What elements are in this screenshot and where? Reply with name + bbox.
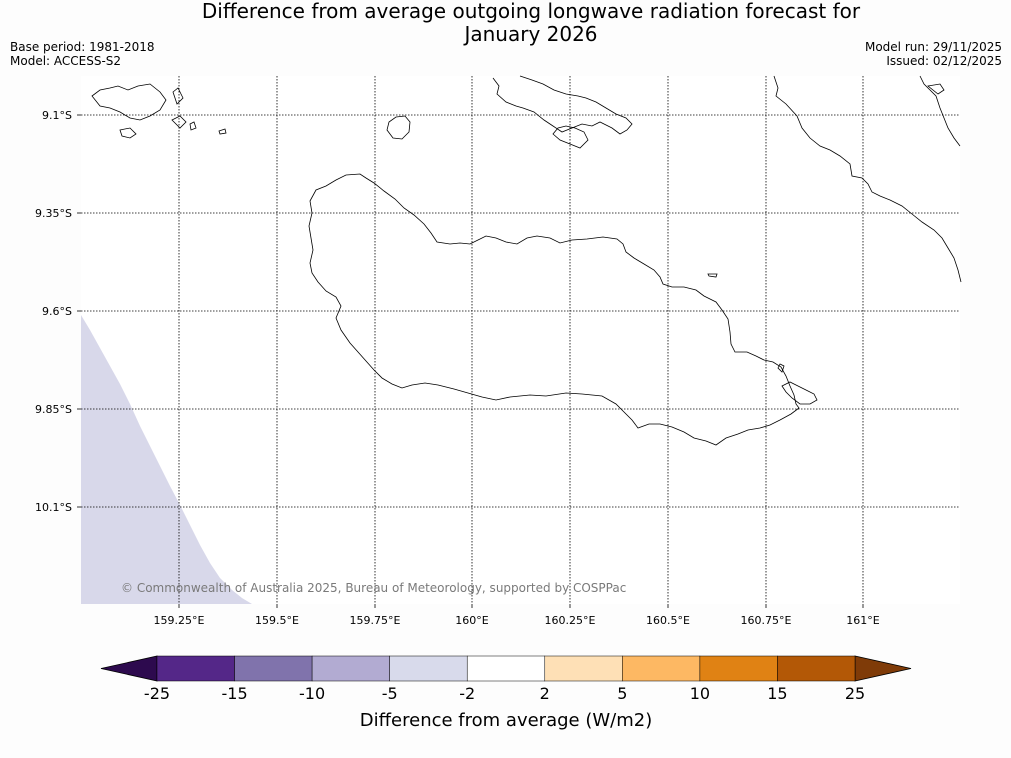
colorbar-tick-label: -15 xyxy=(221,684,247,703)
colorbar-segment xyxy=(699,655,778,682)
lon-ticks: 159.25°E 159.5°E 159.75°E 160°E 160.25°E 160.… xyxy=(154,604,880,627)
island-marau-detail xyxy=(781,381,818,405)
lat-tick-label: 10.1°S xyxy=(35,501,72,514)
colorbar-over-arrow xyxy=(854,655,912,682)
island-guadalcanal xyxy=(308,173,800,446)
island-russell-group xyxy=(91,83,167,121)
colorbar-segment xyxy=(234,655,313,682)
colorbar-segment xyxy=(466,655,546,682)
island-ngella-detail xyxy=(552,125,589,149)
lon-tick-label: 159.5°E xyxy=(255,614,299,627)
island-russell-north xyxy=(172,87,184,105)
colorbar-tick-label: 15 xyxy=(767,684,787,703)
issued-text: Issued: 02/12/2025 xyxy=(886,54,1002,68)
colorbar-tick-label: 25 xyxy=(845,684,865,703)
colorbar-segments xyxy=(156,655,856,682)
lon-tick-label: 161°E xyxy=(846,614,879,627)
lon-tick-label: 159.75°E xyxy=(350,614,401,627)
chart-title-line-2: January 2026 xyxy=(464,22,598,46)
gridlines xyxy=(81,76,960,604)
model-run-text: Model run: 29/11/2025 xyxy=(864,40,1002,54)
colorbar-tick-label: -10 xyxy=(299,684,325,703)
island-malaita-north-2 xyxy=(927,83,945,95)
lon-tick-label: 160.25°E xyxy=(545,614,596,627)
chart-title-line-1: Difference from average outgoing longwav… xyxy=(201,0,861,23)
colorbar-segment xyxy=(156,655,235,682)
island-russell-small-2 xyxy=(171,115,187,129)
copyright-text: © Commonwealth of Australia 2025, Bureau… xyxy=(121,581,626,595)
base-period-text: Base period: 1981-2018 xyxy=(10,40,155,54)
island-malaita-north xyxy=(919,75,961,147)
colorbar-tick-label: 10 xyxy=(690,684,710,703)
lat-tick-label: 9.35°S xyxy=(35,207,72,220)
colorbar-segment xyxy=(622,655,701,682)
colorbar-label: Difference from average (W/m2) xyxy=(360,710,652,731)
lat-tick-label: 9.85°S xyxy=(35,403,72,416)
island-russell-small-4 xyxy=(218,128,227,135)
colorbar-segment xyxy=(389,655,468,682)
colorbar-tick-label: -25 xyxy=(144,684,170,703)
island-marau-small xyxy=(777,363,785,373)
lat-tick-label: 9.6°S xyxy=(42,305,72,318)
colorbar-segment xyxy=(311,655,390,682)
lon-tick-label: 160°E xyxy=(455,614,488,627)
island-russell-small-3 xyxy=(189,121,197,131)
colorbar-under-arrow xyxy=(100,655,158,682)
chart-title: Difference from average outgoing longwav… xyxy=(130,0,932,46)
colorbar-tick-label: -5 xyxy=(382,684,398,703)
colorbar-tick-label: 5 xyxy=(617,684,627,703)
anomaly-region xyxy=(81,315,252,604)
island-malaita-coast xyxy=(773,75,962,283)
meta-right: Model run: 29/11/2025 Issued: 02/12/2025 xyxy=(865,40,1002,68)
colorbar-segment xyxy=(544,655,623,682)
map-panel: 9.1°S9.35°S9.6°S9.85°S10.1°S 159.25°E 159… xyxy=(35,75,962,627)
lon-tick-label: 159.25°E xyxy=(154,614,205,627)
island-savo xyxy=(386,115,411,140)
map-background xyxy=(81,76,960,604)
colorbar-tick-label: -2 xyxy=(459,684,475,703)
model-text: Model: ACCESS-S2 xyxy=(10,54,122,68)
island-ngella-east xyxy=(492,75,633,135)
meta-left: Base period: 1981-2018 Model: ACCESS-S2 xyxy=(10,40,155,68)
lon-tick-label: 160.5°E xyxy=(646,614,690,627)
lon-tick-label: 160.75°E xyxy=(741,614,792,627)
lat-tick-label: 9.1°S xyxy=(42,109,72,122)
island-russell-small xyxy=(119,127,137,139)
colorbar-ticks: -25 -15 -10 -5 -2 2 5 10 15 25 xyxy=(144,684,865,703)
colorbar-tick-label: 2 xyxy=(540,684,550,703)
colorbar: -25 -15 -10 -5 -2 2 5 10 15 25 Difference from av… xyxy=(100,655,912,731)
lat-ticks: 9.1°S 9.35°S 9.6°S 9.85°S 10.1°S xyxy=(35,109,81,514)
island-small-east xyxy=(707,273,718,278)
coastlines xyxy=(91,75,962,446)
colorbar-segment xyxy=(777,655,856,682)
